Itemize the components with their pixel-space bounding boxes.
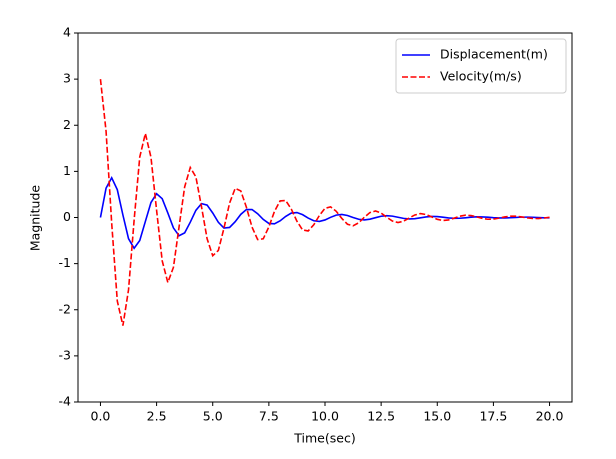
y-tick-label: 2 — [63, 117, 71, 132]
legend-label: Displacement(m) — [440, 47, 548, 62]
y-tick-label: -4 — [59, 394, 72, 409]
y-tick-label: 4 — [63, 25, 71, 40]
y-tick-label: -3 — [59, 347, 71, 362]
x-axis-label: Time(sec) — [293, 431, 355, 446]
x-tick-label: 2.5 — [147, 409, 167, 424]
data-line — [99, 79, 550, 326]
x-tick-label: 12.5 — [367, 409, 395, 424]
data-line — [99, 175, 550, 250]
y-tick-label: 1 — [63, 163, 71, 178]
y-tick-label: 0 — [63, 209, 71, 224]
x-tick-label: 10.0 — [311, 409, 339, 424]
x-tick-label: 20.0 — [536, 409, 564, 424]
plot-frame — [77, 32, 573, 403]
x-tick-label: 15.0 — [423, 409, 451, 424]
x-tick-label: 5.0 — [203, 409, 223, 424]
legend-label: Velocity(m/s) — [440, 69, 522, 84]
y-tick-label: -2 — [59, 301, 71, 316]
legend-box — [395, 38, 567, 94]
x-tick-label: 17.5 — [479, 409, 507, 424]
y-tick-label: 3 — [63, 71, 71, 86]
y-axis-label: Magnitude — [28, 185, 43, 252]
x-tick-label: 7.5 — [259, 409, 279, 424]
x-tick-label: 0.0 — [91, 409, 111, 424]
y-tick-label: -1 — [59, 255, 71, 270]
